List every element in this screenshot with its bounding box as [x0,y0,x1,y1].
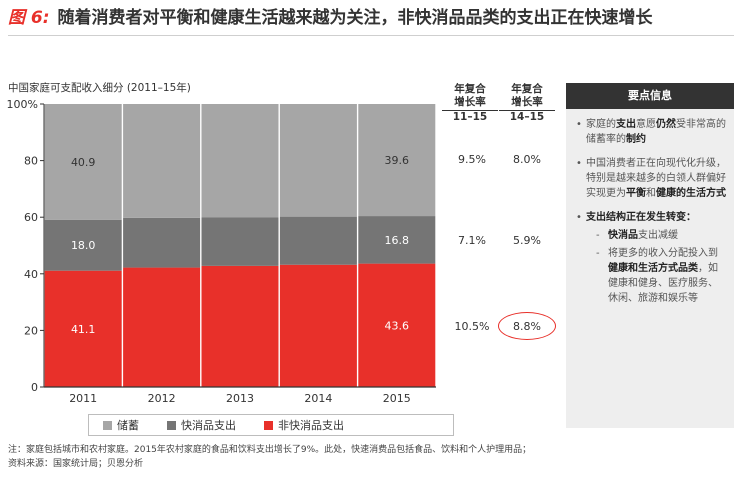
bar-data-label: 40.9 [71,156,96,169]
y-tick-label: 0 [31,381,38,394]
y-tick-label: 80 [24,155,38,168]
bar-data-label: 43.6 [385,319,410,332]
key-point-2: • 中国消费者正在向现代化升级，特别是越来越多的白领人群偏好实现更为平衡和健康的… [576,158,726,199]
y-tick-label: 100% [7,98,38,111]
key-points-title: 要点信息 [566,83,734,109]
figure-title: 图 6: 随着消费者对平衡和健康生活越来越为关注，非快消品品类的支出正在快速增长 [8,4,653,32]
footnote: 注：家庭包括城市和农村家庭。2015年农村家庭的食品和饮料支出增长了9%。此处，… [8,443,728,471]
bar-data-label: 18.0 [71,239,96,252]
title-divider [8,35,734,36]
cagr-fmcg-2011-2015: 7.1% [458,234,486,247]
bar-segment [123,267,201,387]
bullet-icon: • [576,119,582,130]
legend-label-savings: 储蓄 [117,419,139,432]
y-tick-label: 60 [24,211,38,224]
bar-data-label: 41.1 [71,323,96,336]
bar-segment [358,104,436,217]
legend-item-non-fmcg: 非快消品支出 [264,417,344,433]
cagr-savings-2011-2015: 9.5% [458,153,486,166]
key-point-1: • 家庭的支出意愿仍然受非常高的储蓄率的制约 [576,119,726,145]
y-tick-label: 20 [24,324,38,337]
key-points-panel: 要点信息 • 家庭的支出意愿仍然受非常高的储蓄率的制约 • 中国消费者正在向现代… [566,83,734,428]
bar-segment [358,216,436,264]
legend-swatch-fmcg [167,420,176,430]
cagr-fmcg-2014-2015: 5.9% [513,234,541,247]
bar-segment [201,265,279,387]
bar-segment [279,104,357,217]
bar-segment [279,216,357,265]
key-point-3-sub-1: - 快消品支出减缓 [596,230,678,241]
cagr-header-2011-2015: 年复合 增长率 11–15 [442,83,498,124]
y-tick-label: 40 [24,268,38,281]
bar-segment [358,263,436,387]
dash-icon: - [596,248,600,259]
dash-icon: - [596,230,600,241]
bullet-icon: • [576,212,582,223]
bar-segment [279,264,357,387]
footnote-source: 资料来源：国家统计局；贝恩分析 [8,459,144,469]
cagr-non-fmcg-2011-2015: 10.5% [454,320,490,333]
figure-label: 图 6: [8,8,50,28]
highlight-circle [498,312,556,340]
x-tick-label: 2015 [383,392,411,405]
legend-item-fmcg: 快消品支出 [167,417,236,433]
x-tick-label: 2013 [226,392,254,405]
bar-segment [44,104,122,220]
legend-item-savings: 储蓄 [103,417,139,433]
legend-swatch-non-fmcg [264,420,273,430]
bar-data-label: 39.6 [385,154,410,167]
key-point-3: • 支出结构正在发生转变： - 快消品支出减缓 - 将更多的收入分配投入到健康和… [576,210,726,306]
figure-headline: 随着消费者对平衡和健康生活越来越为关注，非快消品品类的支出正在快速增长 [57,8,653,28]
chart-legend: 储蓄 快消品支出 非快消品支出 [88,414,454,436]
bar-segment [123,217,201,268]
cagr-savings-2014-2015: 8.0% [513,153,541,166]
bar-data-label: 16.8 [385,234,410,247]
bar-segment [44,219,122,271]
legend-swatch-savings [103,420,112,430]
bullet-icon: • [576,158,582,169]
chart-title: 中国家庭可支配收入细分 (2011–15年) [8,82,191,94]
bar-segment [123,104,201,218]
bar-segment [201,104,279,218]
legend-label-fmcg: 快消品支出 [181,419,236,432]
bar-segment [201,217,279,266]
cagr-header-2014-2015: 年复合 增长率 14–15 [499,83,555,124]
x-tick-label: 2011 [69,392,97,405]
key-point-3-sub-2: - 将更多的收入分配投入到健康和生活方式品类，如健康和健身、医疗服务、休闲、旅游… [596,248,718,304]
bar-segment [44,270,122,387]
x-tick-label: 2014 [304,392,332,405]
legend-label-non-fmcg: 非快消品支出 [278,419,344,432]
x-tick-label: 2012 [148,392,176,405]
footnote-note: 注：家庭包括城市和农村家庭。2015年农村家庭的食品和饮料支出增长了9%。此处，… [8,445,532,455]
